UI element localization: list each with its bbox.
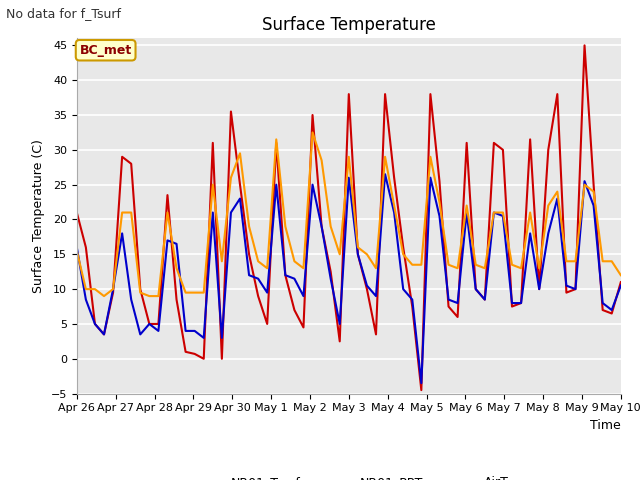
NR01_Tsurf [617,279,625,285]
AirT [381,154,389,160]
NR01_PRT [617,283,625,288]
NR01_Tsurf [182,349,189,355]
Line: NR01_PRT: NR01_PRT [77,174,621,383]
NR01_Tsurf [399,244,407,250]
NR01_Tsurf [580,43,588,48]
NR01_Tsurf [200,356,207,361]
Title: Surface Temperature: Surface Temperature [262,16,436,34]
NR01_Tsurf [73,210,81,216]
AirT [209,182,216,188]
AirT [100,293,108,299]
AirT [73,248,81,254]
Text: BC_met: BC_met [79,44,132,57]
NR01_Tsurf [554,91,561,97]
Y-axis label: Surface Temperature (C): Surface Temperature (C) [32,139,45,293]
NR01_PRT [363,283,371,288]
AirT [308,130,316,135]
AirT [563,258,570,264]
Line: AirT: AirT [77,132,621,296]
NR01_PRT [563,283,570,288]
AirT [191,290,198,296]
NR01_PRT [381,171,389,177]
AirT [273,136,280,142]
Text: No data for f_Tsurf: No data for f_Tsurf [6,7,122,20]
NR01_PRT [182,328,189,334]
NR01_PRT [417,380,425,386]
NR01_Tsurf [417,387,425,393]
X-axis label: Time: Time [590,419,621,432]
Line: NR01_Tsurf: NR01_Tsurf [77,46,621,390]
NR01_Tsurf [363,286,371,292]
NR01_PRT [200,335,207,341]
Legend: NR01_Tsurf, NR01_PRT, AirT: NR01_Tsurf, NR01_PRT, AirT [184,471,513,480]
NR01_PRT [264,290,271,296]
AirT [617,272,625,278]
NR01_PRT [408,297,416,302]
AirT [417,262,425,268]
NR01_PRT [73,244,81,250]
NR01_Tsurf [264,321,271,327]
